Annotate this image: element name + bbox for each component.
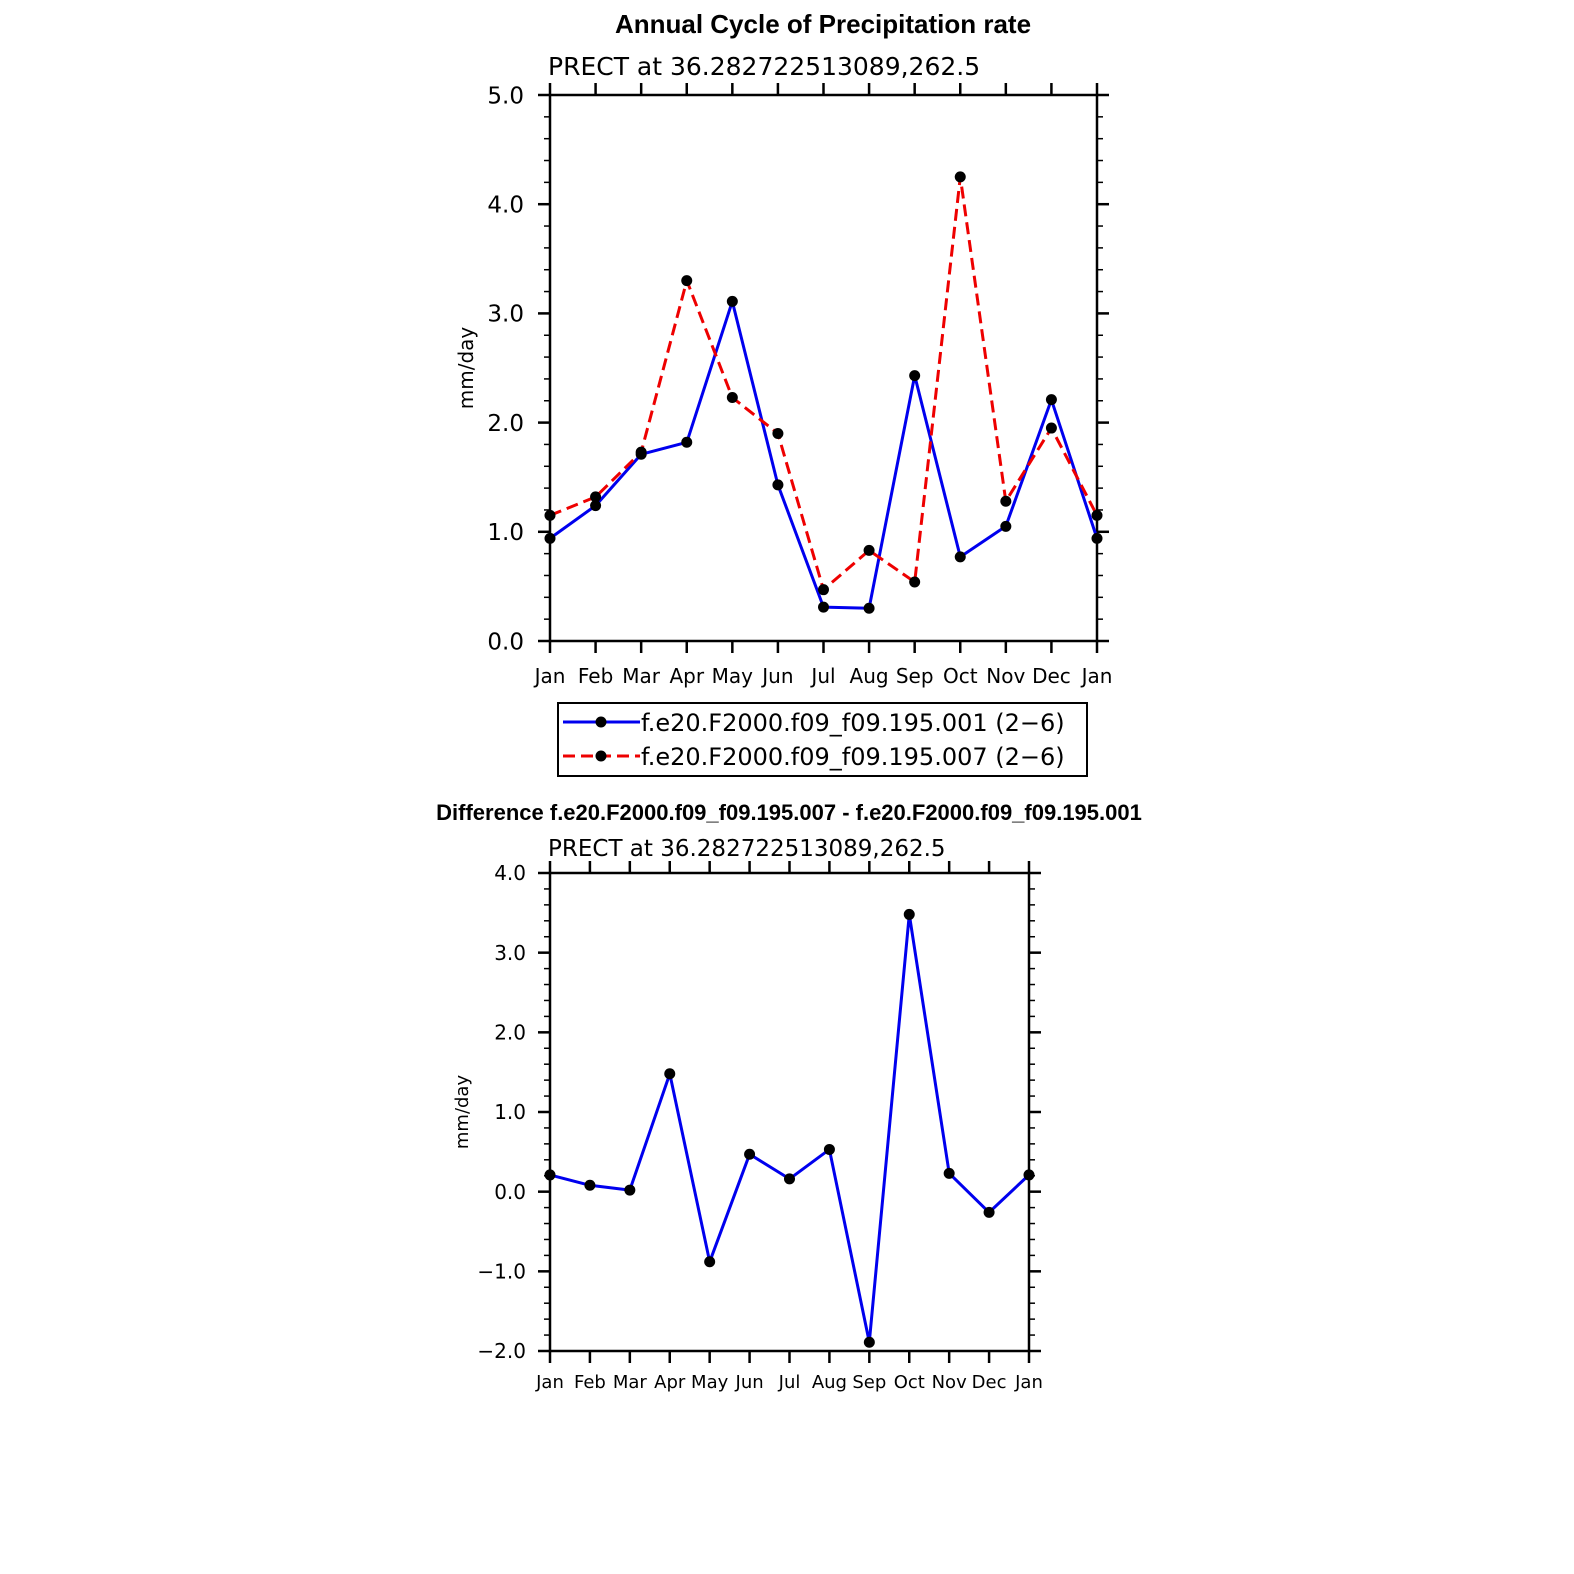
bottom-chart: −2.0 −1.0 0.0 1.0 2.0 3.0 4.0 Jan Feb Mar Apr May Ju… bbox=[477, 861, 1043, 1393]
x-tick-label: Sep bbox=[852, 1372, 886, 1393]
x-tick-label: May bbox=[712, 664, 754, 688]
data-point bbox=[1091, 532, 1103, 544]
data-point bbox=[909, 370, 921, 382]
y-tick-label: −2.0 bbox=[477, 1339, 526, 1363]
x-tick-label: Feb bbox=[574, 1372, 606, 1393]
data-point bbox=[1091, 509, 1103, 521]
x-tick-label: Oct bbox=[894, 1372, 925, 1393]
x-tick-label: Nov bbox=[932, 1372, 967, 1393]
x-tick-label: Jul bbox=[809, 664, 835, 688]
bottom-chart-title: Difference f.e20.F2000.f09_f09.195.007 -… bbox=[436, 800, 1142, 825]
data-point bbox=[823, 1143, 835, 1155]
x-tick-label: May bbox=[691, 1372, 729, 1393]
x-tick-label: Aug bbox=[812, 1372, 847, 1393]
x-tick-label: Mar bbox=[613, 1372, 648, 1393]
top-chart-legend: f.e20.F2000.f09_f09.195.001 (2−6) f.e20.… bbox=[557, 702, 1088, 777]
data-point bbox=[726, 295, 738, 307]
data-point bbox=[954, 171, 966, 183]
data-point bbox=[909, 576, 921, 588]
plot-frame bbox=[548, 871, 1031, 1353]
data-point bbox=[863, 1336, 875, 1348]
data-point bbox=[635, 446, 647, 458]
data-point bbox=[590, 491, 602, 503]
data-point bbox=[681, 275, 693, 287]
legend-label-series-2: f.e20.F2000.f09_f09.195.007 (2−6) bbox=[641, 743, 1065, 771]
y-tick-label: 5.0 bbox=[487, 83, 524, 109]
data-point bbox=[681, 436, 693, 448]
data-point bbox=[863, 544, 875, 556]
data-point bbox=[584, 1179, 596, 1191]
x-tick-label: Dec bbox=[1032, 664, 1071, 688]
y-tick-label: 0.0 bbox=[494, 1180, 526, 1204]
x-tick-label: Dec bbox=[972, 1372, 1007, 1393]
data-point bbox=[954, 551, 966, 563]
top-chart-ylabel: mm/day bbox=[454, 327, 478, 410]
legend-box bbox=[557, 702, 1088, 777]
x-tick-label: Jan bbox=[1014, 1372, 1043, 1393]
legend-label-series-1: f.e20.F2000.f09_f09.195.001 (2−6) bbox=[641, 709, 1065, 737]
bottom-chart-ylabel: mm/day bbox=[452, 1075, 473, 1150]
data-point bbox=[726, 391, 738, 403]
x-tick-label: Apr bbox=[669, 664, 704, 688]
x-tick-label: Sep bbox=[896, 664, 934, 688]
top-chart: 0.0 1.0 2.0 3.0 4.0 5.0 Jan Feb Mar Apr May Jun Jul A… bbox=[487, 83, 1112, 688]
data-point bbox=[1000, 520, 1012, 532]
x-tick-label: Jun bbox=[735, 1372, 764, 1393]
data-point bbox=[544, 509, 556, 521]
x-tick-label: Oct bbox=[943, 664, 978, 688]
y-tick-label: 3.0 bbox=[487, 302, 524, 328]
y-tick-label: 4.0 bbox=[494, 861, 526, 885]
y-tick-label: 2.0 bbox=[494, 1021, 526, 1045]
data-point bbox=[903, 908, 915, 920]
x-tick-label: Jan bbox=[535, 1372, 564, 1393]
data-point bbox=[818, 601, 829, 613]
bottom-chart-subtitle: PRECT at 36.282722513089,262.5 bbox=[548, 836, 946, 862]
y-tick-label: −1.0 bbox=[477, 1260, 526, 1284]
data-point bbox=[744, 1148, 756, 1160]
series-line-1 bbox=[549, 912, 1031, 1344]
y-tick-label: 1.0 bbox=[487, 520, 524, 546]
data-point bbox=[784, 1173, 795, 1185]
data-point bbox=[704, 1256, 716, 1268]
data-point bbox=[983, 1206, 995, 1218]
data-point bbox=[664, 1068, 676, 1080]
data-point bbox=[1045, 422, 1057, 434]
data-point bbox=[943, 1167, 955, 1179]
series-line-2 bbox=[549, 175, 1099, 592]
data-point bbox=[1000, 495, 1012, 507]
data-point bbox=[1045, 394, 1057, 406]
legend-marker-series-1 bbox=[595, 716, 607, 728]
y-tick-label: 2.0 bbox=[487, 411, 524, 437]
data-point bbox=[544, 1169, 556, 1181]
top-chart-title: Annual Cycle of Precipitation rate bbox=[615, 9, 1031, 39]
data-point bbox=[544, 532, 556, 544]
series-line-1 bbox=[549, 299, 1099, 610]
data-point bbox=[772, 479, 784, 491]
data-point bbox=[624, 1184, 636, 1196]
x-tick-label: Jan bbox=[533, 664, 566, 688]
y-tick-label: 4.0 bbox=[487, 192, 524, 218]
data-point bbox=[863, 602, 875, 614]
plot-frame bbox=[548, 93, 1099, 643]
y-tick-label: 0.0 bbox=[487, 629, 524, 655]
data-point bbox=[772, 428, 784, 440]
x-tick-label: Jun bbox=[760, 664, 793, 688]
data-point bbox=[590, 500, 602, 512]
data-point bbox=[818, 584, 829, 596]
y-tick-label: 3.0 bbox=[494, 941, 526, 965]
x-tick-label: Mar bbox=[622, 664, 661, 688]
x-tick-label: Feb bbox=[578, 664, 613, 688]
legend-marker-series-2 bbox=[595, 750, 607, 762]
data-point bbox=[1023, 1169, 1035, 1181]
x-tick-label: Nov bbox=[986, 664, 1025, 688]
x-tick-label: Aug bbox=[850, 664, 889, 688]
x-tick-label: Jul bbox=[778, 1372, 801, 1393]
y-tick-label: 1.0 bbox=[494, 1100, 526, 1124]
x-tick-label: Apr bbox=[654, 1372, 686, 1393]
top-chart-subtitle: PRECT at 36.282722513089,262.5 bbox=[548, 52, 980, 81]
x-tick-label: Jan bbox=[1080, 664, 1113, 688]
